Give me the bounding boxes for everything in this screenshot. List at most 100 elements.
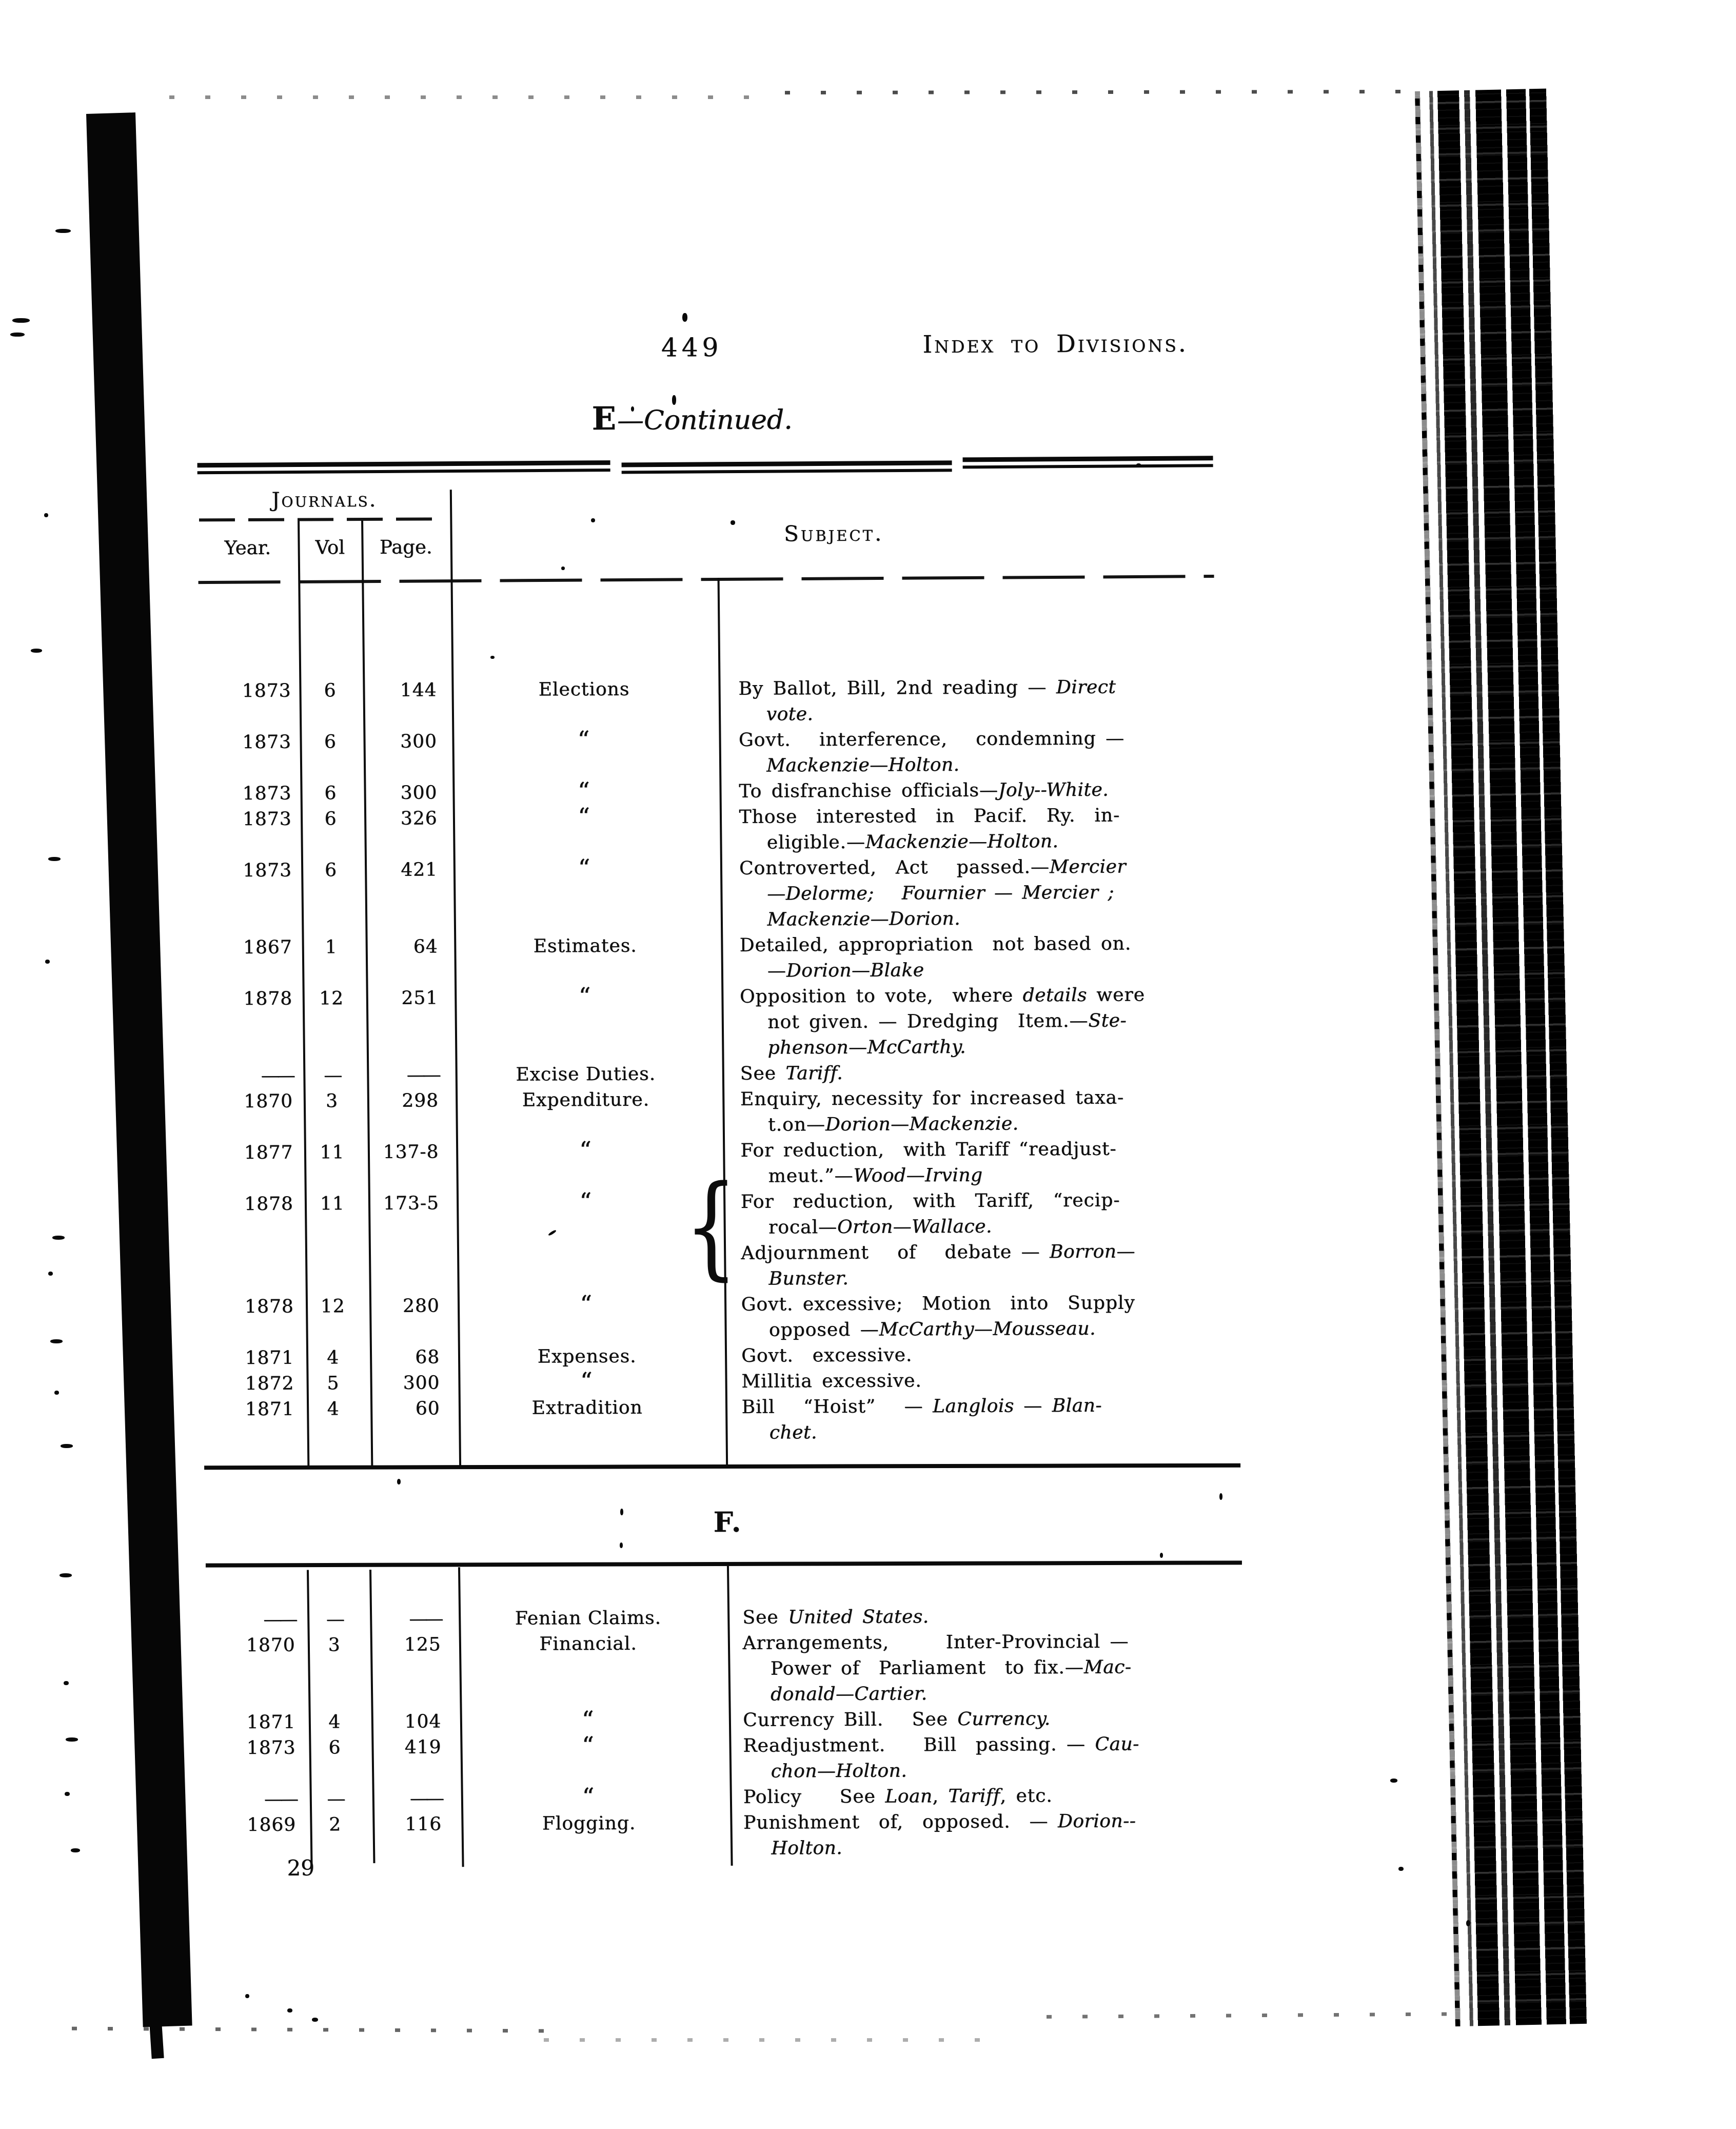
vol-cell: — bbox=[326, 1609, 342, 1630]
subject-text: Policy See bbox=[743, 1786, 885, 1808]
subject-line: Holton. bbox=[743, 1834, 1224, 1862]
vol-cell: 11 bbox=[320, 1142, 345, 1163]
page-number: 449 bbox=[661, 332, 723, 363]
ink-speck bbox=[631, 406, 634, 412]
ink-speck bbox=[620, 1509, 623, 1515]
ditto-mark: “ bbox=[577, 777, 591, 805]
page-cell: 251 bbox=[401, 987, 439, 1009]
subject-cell: See United States. bbox=[722, 1603, 1223, 1631]
subject-line: Adjournment of debate — Borron— bbox=[741, 1239, 1221, 1266]
subject-text: t.on— bbox=[768, 1114, 826, 1136]
year-cell: 1873 bbox=[242, 680, 291, 702]
index-entry-row: 1869 2 116 Flogging. Punishment of, opposed.… bbox=[203, 1808, 1224, 1864]
margin-tick bbox=[10, 333, 25, 337]
year-cell: 1878 bbox=[243, 988, 293, 1010]
year-cell: 1871 bbox=[246, 1711, 296, 1733]
subject-text: — bbox=[767, 960, 786, 982]
index-entry-row: 1878 12 280 “ Govt. excessive; Motion into S… bbox=[201, 1290, 1222, 1346]
subject-cell: Govt. excessive. bbox=[721, 1341, 1222, 1369]
subject-name-italic: chon—Holton. bbox=[771, 1760, 908, 1782]
subject-line: Govt. excessive. bbox=[741, 1341, 1222, 1369]
topic-cell: Financial. bbox=[539, 1633, 637, 1655]
subject-line: Policy See Loan, Tariff, etc. bbox=[743, 1783, 1224, 1810]
subject-text: , bbox=[932, 1786, 949, 1807]
subject-cell: Punishment of, opposed. — Dorion-- Holton… bbox=[723, 1808, 1224, 1862]
ditto-mark: “ bbox=[578, 982, 593, 1010]
subject-text: Bill “Hoist” — bbox=[741, 1396, 933, 1418]
index-entry-row: 1873 6 421 “ Controverted, Act passed.—Merci… bbox=[199, 854, 1220, 935]
topic-cell: Elections bbox=[538, 678, 630, 700]
vol-cell: 12 bbox=[319, 988, 344, 1009]
year-cell: 1867 bbox=[243, 936, 292, 959]
year-cell: 1872 bbox=[245, 1373, 294, 1395]
subject-cell: Arrangements, Inter-Provincial — Power o… bbox=[722, 1629, 1224, 1708]
index-entry-row: 1867 1 64 Estimates. Detailed, appropriation… bbox=[200, 931, 1220, 987]
ditto-mark: “ bbox=[578, 854, 592, 882]
subject-name-italic: —Delorme; Fournier — Mercier ; bbox=[767, 882, 1115, 905]
year-cell: 1870 bbox=[246, 1634, 295, 1656]
subject-line: Mackenzie—Dorion. bbox=[739, 905, 1220, 933]
vol-cell: 6 bbox=[324, 783, 337, 804]
index-entry-row: 1871 4 68 Expenses. Govt. excessive. bbox=[201, 1341, 1222, 1372]
subject-name-italic: Orton—Wallace. bbox=[837, 1216, 992, 1238]
ink-speck bbox=[312, 2018, 318, 2022]
subject-line: Those interested in Pacif. Ry. in- bbox=[739, 803, 1219, 830]
index-entry-row: 1878 12 251 “ Opposition to vote, where deta… bbox=[200, 982, 1221, 1064]
subject-name-italic: Mackenzie—Holton. bbox=[865, 831, 1059, 853]
margin-tick bbox=[54, 1391, 59, 1395]
subject-text: Controverted, Act passed.— bbox=[739, 856, 1050, 879]
subject-line: t.on—Dorion—Mackenzie. bbox=[740, 1110, 1221, 1138]
page-cell: 137-8 bbox=[383, 1141, 439, 1163]
subject-cell: Currency Bill. See Currency. bbox=[722, 1706, 1224, 1733]
page-cell: 300 bbox=[400, 782, 438, 804]
subject-line: By Ballot, Bill, 2nd reading — Direct bbox=[738, 674, 1219, 702]
vol-cell: 6 bbox=[324, 680, 337, 701]
topic-cell: Expenditure. bbox=[522, 1089, 650, 1111]
subject-cell: Govt. interference, condemning — Mackenz… bbox=[718, 726, 1219, 779]
subject-cell: Detailed, appropriation not based on. —Do… bbox=[719, 931, 1220, 984]
subject-line: Detailed, appropriation not based on. bbox=[740, 931, 1220, 959]
topic-cell: Extradition bbox=[531, 1397, 643, 1419]
subject-name-italic: Direct bbox=[1056, 676, 1116, 698]
subject-cell: By Ballot, Bill, 2nd reading — Direct vot… bbox=[718, 674, 1219, 728]
vol-cell: 6 bbox=[324, 731, 337, 753]
page-cell: 144 bbox=[400, 679, 437, 701]
subject-text: Punishment of, opposed. — bbox=[743, 1811, 1058, 1833]
f-table-top-rule bbox=[205, 1560, 1242, 1568]
subject-line: vote. bbox=[739, 700, 1219, 728]
left-brace-icon: { bbox=[684, 1161, 739, 1292]
subject-line: See United States. bbox=[742, 1603, 1223, 1631]
subject-text: See bbox=[742, 1607, 788, 1628]
vol-column-header: Vol bbox=[315, 536, 345, 559]
index-entry-row: —— — —— “Policy See Loan, Tariff, etc. bbox=[203, 1783, 1224, 1813]
page-cell: 116 bbox=[405, 1813, 442, 1835]
subject-name-italic: phenson—McCarthy. bbox=[767, 1036, 966, 1059]
subject-name-italic: Tariff. bbox=[785, 1062, 843, 1084]
subject-line: Power of Parliament to fix.—Mac- bbox=[743, 1654, 1224, 1682]
subject-line: eligible.—Mackenzie—Holton. bbox=[739, 828, 1220, 856]
subject-line: not given. — Dredging Item.—Ste- bbox=[740, 1008, 1220, 1036]
subject-line: Readjustment. Bill passing. — Cau- bbox=[743, 1731, 1224, 1759]
subject-text: Power of Parliament to fix.— bbox=[770, 1656, 1084, 1679]
subject-name-italic: chet. bbox=[769, 1422, 817, 1443]
subject-text: Arrangements, Inter-Provincial — bbox=[742, 1631, 1139, 1654]
topic-cell: Fenian Claims. bbox=[515, 1607, 662, 1629]
page-cell: 173-5 bbox=[383, 1193, 439, 1214]
section-continued: —Continued. bbox=[617, 404, 793, 436]
subject-line: Currency Bill. See Currency. bbox=[743, 1706, 1224, 1733]
header-bottom-rule bbox=[198, 575, 1214, 584]
margin-tick bbox=[55, 229, 71, 233]
index-entry-row: 1873 6 300 “ Govt. interference, condemning … bbox=[199, 726, 1219, 782]
margin-tick bbox=[31, 649, 42, 653]
ditto-mark: “ bbox=[579, 1187, 594, 1216]
subject-line: For reduction, with Tariff “readjust- bbox=[740, 1136, 1221, 1164]
subject-column-header: Subject. bbox=[783, 520, 884, 546]
subject-line: For reduction, with Tariff, “recip- bbox=[741, 1187, 1221, 1215]
vol-cell: 3 bbox=[328, 1634, 341, 1656]
page-cell: —— bbox=[406, 1064, 439, 1086]
subject-name-italic: Wood—Irving bbox=[853, 1164, 983, 1186]
subject-name-italic: Loan bbox=[885, 1786, 933, 1807]
subject-name-italic: Langlois bbox=[932, 1395, 1014, 1417]
